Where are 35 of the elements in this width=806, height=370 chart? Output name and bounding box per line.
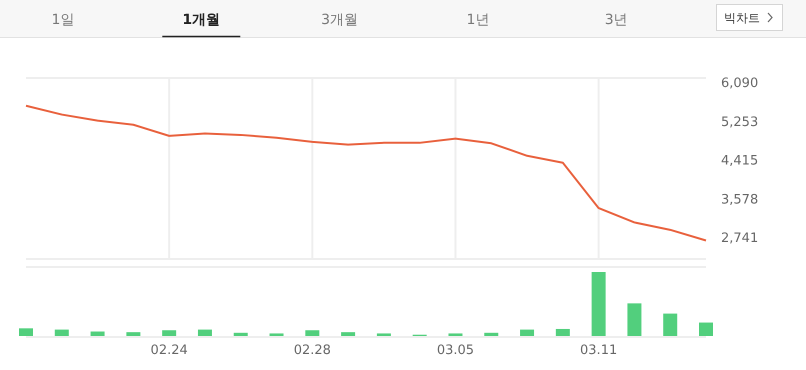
bar [54, 330, 69, 336]
bar [19, 328, 33, 336]
x-tick-label: 03.05 [436, 343, 474, 358]
bar [627, 303, 642, 336]
text: 3개월 [321, 12, 358, 28]
y-tick-label: 4,415 [721, 154, 758, 169]
y-tick-label: 3,578 [721, 192, 758, 208]
text: 3년 [604, 12, 628, 28]
y-tick-label: 5,253 [721, 114, 758, 130]
bar [90, 332, 105, 336]
x-tick-label: 02.28 [294, 343, 331, 358]
y-tick-label: 6,090 [721, 76, 758, 92]
bar [198, 330, 212, 336]
bar [556, 328, 570, 336]
text: 1개월 [182, 12, 220, 28]
bar [126, 332, 140, 336]
bar [592, 272, 606, 336]
bar [376, 333, 391, 336]
bar [484, 332, 498, 336]
bar [162, 330, 176, 336]
y-tick-label: 2,741 [721, 231, 758, 246]
bar [305, 330, 320, 336]
line-series [25, 104, 707, 242]
bar [448, 333, 462, 336]
text: 1일 [52, 12, 74, 28]
bar [234, 332, 248, 336]
text: 1년 [466, 12, 490, 28]
bar [520, 330, 534, 336]
bar [270, 333, 284, 336]
x-tick-label: 03.11 [580, 343, 618, 358]
bar [663, 314, 678, 336]
x-tick-label: 02.24 [150, 343, 188, 358]
bar [699, 322, 713, 336]
text: 빅차트 [724, 11, 760, 25]
bar [341, 332, 356, 336]
